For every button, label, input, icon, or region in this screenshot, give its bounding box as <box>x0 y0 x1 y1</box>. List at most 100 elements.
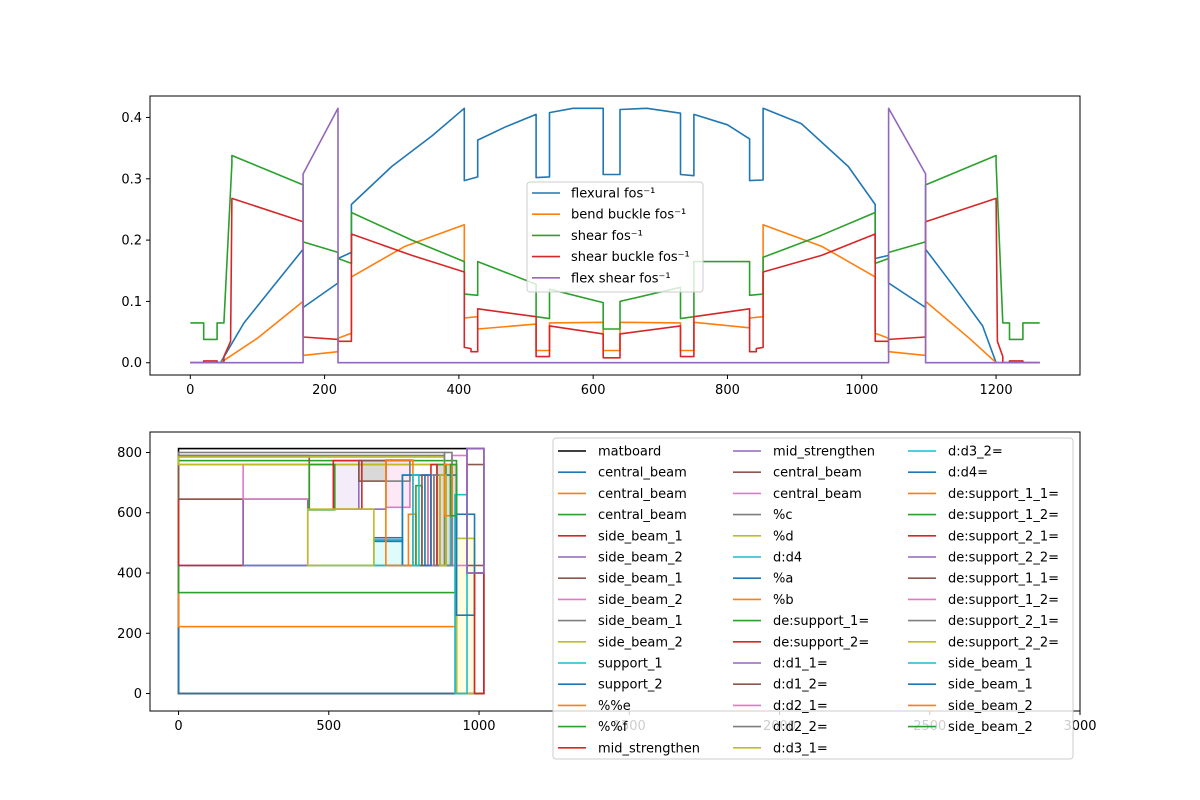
legend-label-6: side_beam_1 <box>598 572 683 587</box>
legend-label-8: side_beam_1 <box>598 614 683 629</box>
legend-label-42: side_beam_2 <box>948 699 1033 714</box>
y-tick-label: 0 <box>134 687 142 702</box>
legend-label-26: d:d1_2= <box>773 678 828 693</box>
legend-label-14: mid_strengthen <box>598 741 700 756</box>
legend-label-13: %%f <box>598 720 628 735</box>
legend-label-19: %d <box>773 529 794 544</box>
legend-label-31: d:d4= <box>948 466 988 481</box>
x-tick-label: 1000 <box>845 383 878 398</box>
y-tick-label: 0.0 <box>121 356 142 371</box>
legend-label-2: central_beam <box>598 487 687 502</box>
x-tick-label: 800 <box>715 383 740 398</box>
legend-label-34: de:support_2_1= <box>948 529 1059 544</box>
legend-label-7: side_beam_2 <box>598 593 683 608</box>
legend-label-25: d:d1_1= <box>773 657 828 672</box>
legend-label-0: flexural fos⁻¹ <box>571 187 655 202</box>
y-tick-label: 600 <box>117 506 142 521</box>
plot-area <box>177 447 485 695</box>
piece-outline-12 <box>308 463 335 511</box>
series-line-4 <box>190 107 1040 364</box>
legend-label-30: d:d3_2= <box>948 445 1003 460</box>
legend-box <box>552 437 1074 760</box>
legend-label-39: de:support_2_2= <box>948 635 1059 650</box>
legend-label-22: %b <box>773 593 794 608</box>
legend: flexural fos⁻¹ bend buckle fos⁻¹ shear fos… <box>526 181 704 293</box>
piece-outline-39 <box>439 474 447 567</box>
piece-outline-19 <box>306 508 375 567</box>
legend-label-27: d:d2_1= <box>773 699 828 714</box>
y-tick-label: 400 <box>117 567 142 582</box>
x-tick-label: 1000 <box>462 719 495 734</box>
y-tick-label: 200 <box>117 627 142 642</box>
x-tick-label: 0 <box>174 719 182 734</box>
legend-label-38: de:support_2_1= <box>948 614 1059 629</box>
piece-outline-8 <box>177 451 446 457</box>
x-tick-label: 1200 <box>980 383 1013 398</box>
legend: matboard central_beam central_beam central_… <box>552 437 1074 760</box>
x-tick-label: 400 <box>446 383 471 398</box>
legend-label-17: central_beam <box>773 487 862 502</box>
legend-label-4: flex shear fos⁻¹ <box>571 271 671 286</box>
piece-outline-1 <box>177 564 458 695</box>
legend-label-10: support_1 <box>598 657 663 672</box>
legend-label-37: de:support_1_2= <box>948 593 1059 608</box>
y-tick-label: 0.3 <box>121 172 142 187</box>
piece-outline-3 <box>177 459 458 594</box>
piece-outline-5 <box>242 498 309 567</box>
legend-label-33: de:support_1_2= <box>948 508 1059 523</box>
piece-fill-4 <box>373 539 403 566</box>
piece-outline-43 <box>449 463 458 517</box>
legend-label-1: bend buckle fos⁻¹ <box>571 208 686 223</box>
legend-label-9: side_beam_2 <box>598 635 683 650</box>
axes-frame <box>149 95 1081 376</box>
legend-label-35: de:support_2_2= <box>948 551 1059 566</box>
legend-label-2: shear fos⁻¹ <box>571 229 643 244</box>
legend-label-40: side_beam_1 <box>948 657 1033 672</box>
legend-label-29: d:d3_1= <box>773 741 828 756</box>
y-tick-label: 0.1 <box>121 295 142 310</box>
legend-label-32: de:support_1_1= <box>948 487 1059 502</box>
piece-fill-2 <box>358 460 386 482</box>
piece-outline-4 <box>177 498 244 567</box>
top-chart: 0 200 400 600 800 1000 1200 0.0 0.1 0.2 0.3 0.4 flex… <box>121 95 1081 398</box>
legend-label-0: matboard <box>598 445 661 460</box>
y-tick-label: 800 <box>117 446 142 461</box>
y-tick-label: 0.4 <box>121 111 142 126</box>
piece-outline-41 <box>424 474 432 567</box>
x-tick-label: 500 <box>316 719 341 734</box>
legend-label-24: de:support_2= <box>773 635 869 650</box>
legend-label-12: %%e <box>598 699 631 714</box>
legend-label-20: d:d4 <box>773 551 802 566</box>
piece-fill-6 <box>333 460 359 510</box>
legend-label-41: side_beam_1 <box>948 678 1033 693</box>
legend-label-28: d:d2_2= <box>773 720 828 735</box>
piece-outline-34 <box>473 572 485 695</box>
legend-label-15: mid_strengthen <box>773 445 875 460</box>
x-tick-label: 600 <box>581 383 606 398</box>
legend-label-3: shear buckle fos⁻¹ <box>571 250 690 265</box>
legend-label-21: %a <box>773 572 793 587</box>
legend-label-5: side_beam_2 <box>598 551 683 566</box>
piece-outline-30 <box>454 493 468 695</box>
legend-label-11: support_2 <box>598 678 663 693</box>
piece-outline-2 <box>177 463 458 628</box>
piece-outline-7 <box>242 463 311 500</box>
series-line-0 <box>190 107 1040 364</box>
legend-label-3: central_beam <box>598 508 687 523</box>
legend-label-4: side_beam_1 <box>598 529 683 544</box>
legend-label-23: de:support_1= <box>773 614 869 629</box>
legend-label-16: central_beam <box>773 466 862 481</box>
legend-label-1: central_beam <box>598 466 687 481</box>
piece-outline-31 <box>455 513 476 616</box>
x-tick-label: 0 <box>186 383 194 398</box>
piece-outline-40 <box>412 474 420 567</box>
piece-outline-42 <box>443 463 453 517</box>
y-tick-label: 0.2 <box>121 234 142 249</box>
x-tick-label: 200 <box>312 383 337 398</box>
piece-fill-5 <box>385 460 410 508</box>
series-line-1 <box>190 224 1040 364</box>
piece-outline-13 <box>308 463 336 511</box>
bottom-chart: 0500100015002000250030000200400600800mat… <box>117 431 1097 760</box>
legend-label-43: side_beam_2 <box>948 720 1033 735</box>
